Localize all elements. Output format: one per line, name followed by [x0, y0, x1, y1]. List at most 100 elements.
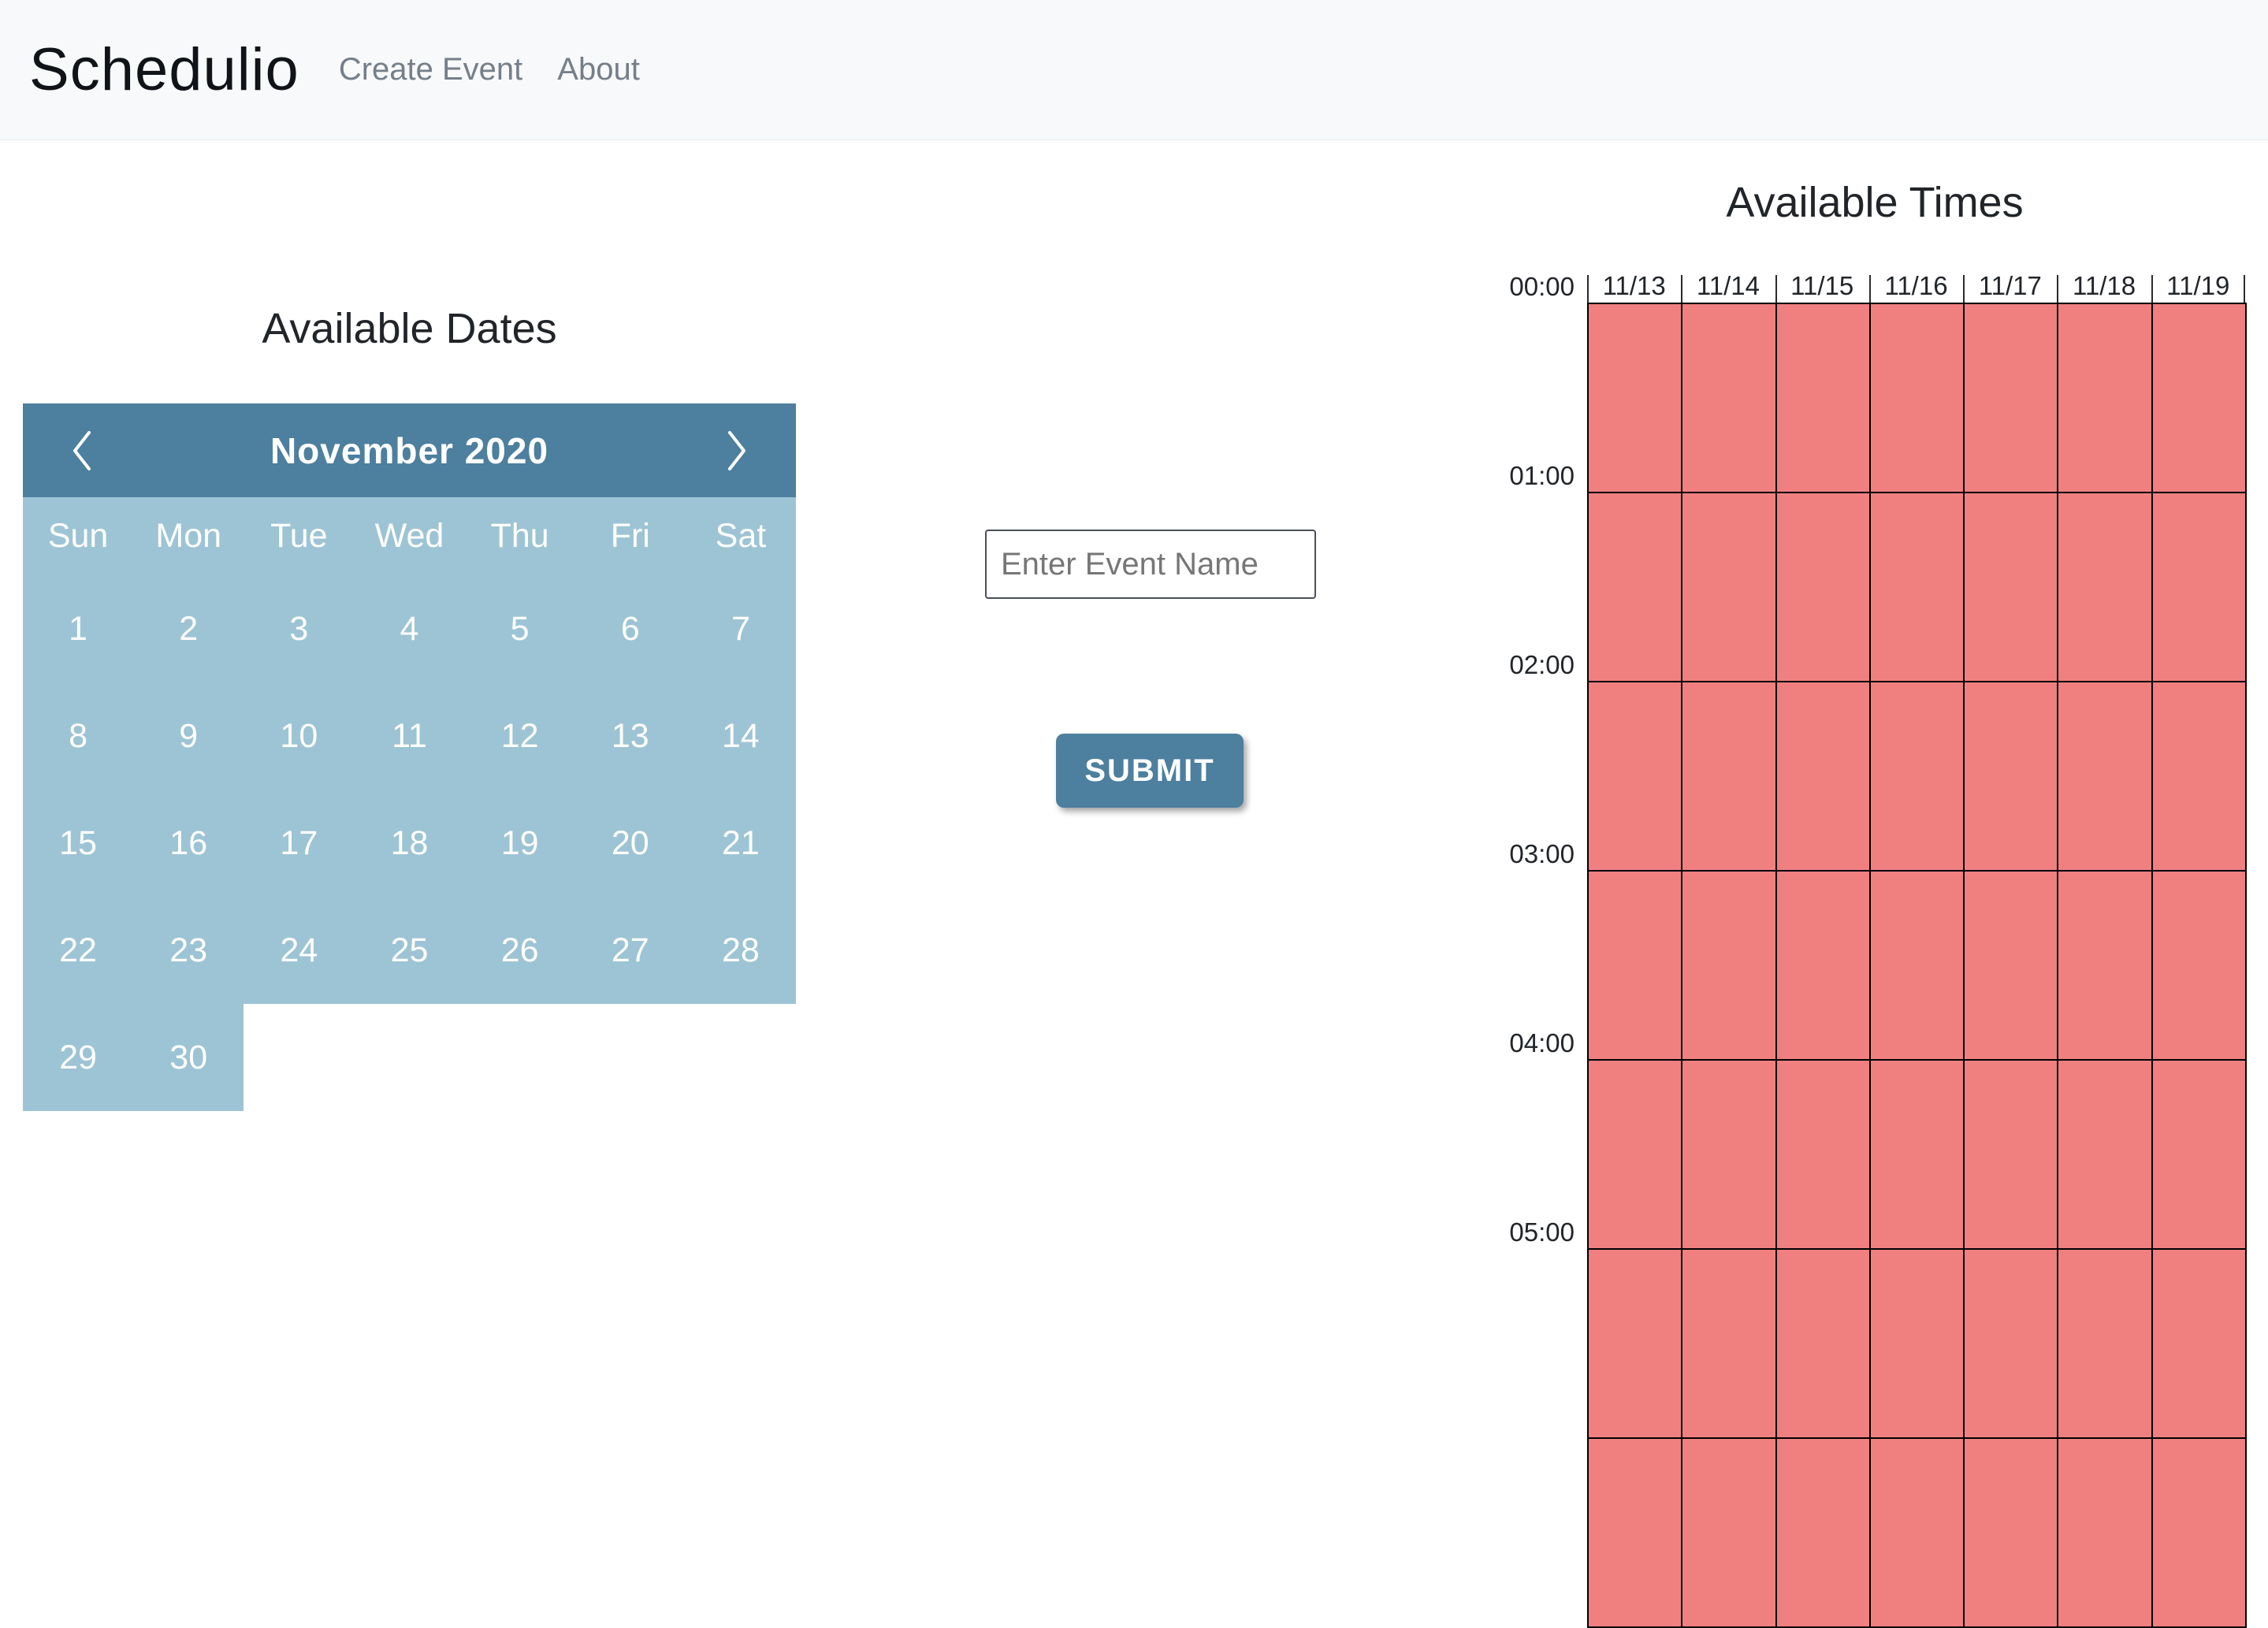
timeslot-cell[interactable] — [1965, 682, 2059, 872]
calendar-day[interactable]: 29 — [23, 1004, 134, 1111]
timeslot-cell[interactable] — [1870, 1061, 1965, 1250]
timegrid-date-label: 11/19 — [2166, 271, 2230, 300]
timeslot-cell[interactable] — [2058, 304, 2153, 493]
calendar-day[interactable]: 7 — [685, 575, 796, 682]
timeslot-cell[interactable] — [2058, 682, 2153, 872]
timeslot-cell[interactable] — [1870, 1439, 1965, 1628]
timeslot-cell[interactable] — [1965, 1439, 2059, 1628]
timegrid-time-labels: 00:00 01:00 02:00 03:00 04:00 05:00 — [1418, 272, 1575, 1292]
timeslot-cell[interactable] — [1682, 872, 1777, 1061]
calendar-day[interactable]: 23 — [133, 897, 244, 1004]
timeslot-cell[interactable] — [1870, 304, 1965, 493]
calendar-day[interactable]: 28 — [685, 897, 796, 1004]
timeslot-cell[interactable] — [1682, 304, 1777, 493]
timeslot-cell[interactable] — [1965, 304, 2059, 493]
calendar-month-label: November 2020 — [270, 429, 549, 471]
calendar-day[interactable]: 21 — [685, 790, 796, 897]
calendar-day[interactable]: 15 — [23, 790, 134, 897]
timeslot-cell[interactable] — [2152, 872, 2247, 1061]
timeslot-cell[interactable] — [2152, 1250, 2247, 1439]
timeslot-cell[interactable] — [2058, 1250, 2153, 1439]
calendar-weekday-row: Sun Mon Tue Wed Thu Fri Sat — [23, 497, 796, 575]
timeslot-cell[interactable] — [1589, 872, 1683, 1061]
timeslot-cell[interactable] — [1870, 872, 1965, 1061]
calendar-day[interactable]: 17 — [244, 790, 355, 897]
brand-logo[interactable]: Schedulio — [29, 36, 299, 103]
calendar-day[interactable]: 13 — [574, 682, 686, 790]
timeslot-cell[interactable] — [1965, 1061, 2059, 1250]
timegrid-tick — [1963, 275, 1965, 303]
timeslot-cell[interactable] — [1589, 1061, 1683, 1250]
timeslot-cell[interactable] — [1776, 682, 1871, 872]
timeslot-cell[interactable] — [1682, 1250, 1777, 1439]
timeslot-cell[interactable] — [1589, 1250, 1683, 1439]
nav-link-create-event[interactable]: Create Event — [338, 52, 523, 87]
calendar-day[interactable]: 3 — [244, 575, 355, 682]
timegrid-time-label: 03:00 — [1509, 839, 1575, 868]
timeslot-cell[interactable] — [1682, 1439, 1777, 1628]
navbar: Schedulio Create Event About — [0, 0, 2268, 140]
timeslot-cell[interactable] — [2058, 872, 2153, 1061]
calendar-day[interactable]: 14 — [685, 682, 796, 790]
timeslot-cell[interactable] — [1682, 493, 1777, 682]
calendar-day[interactable]: 5 — [464, 575, 575, 682]
calendar-day[interactable]: 10 — [244, 682, 355, 790]
chevron-right-icon[interactable] — [723, 428, 750, 474]
timeslot-cell[interactable] — [1776, 1250, 1871, 1439]
timeslot-cell[interactable] — [1776, 304, 1871, 493]
timeslot-cell[interactable] — [1965, 493, 2059, 682]
calendar-day[interactable]: 1 — [23, 575, 134, 682]
timeslot-cell[interactable] — [2058, 493, 2153, 682]
calendar-day[interactable]: 9 — [133, 682, 244, 790]
timeslot-cell[interactable] — [2058, 1061, 2153, 1250]
calendar-grid: 1 2 3 4 5 6 7 8 9 10 11 12 13 14 15 16 17 18 19 20 21 22 23 24 2… — [23, 575, 796, 1111]
timeslot-cell[interactable] — [1682, 682, 1777, 872]
calendar-day[interactable]: 24 — [244, 897, 355, 1004]
timeslot-cell[interactable] — [1589, 1439, 1683, 1628]
calendar-day[interactable]: 12 — [464, 682, 575, 790]
calendar-day[interactable]: 4 — [354, 575, 465, 682]
chevron-left-icon[interactable] — [69, 428, 95, 474]
timeslot-cell[interactable] — [2152, 1061, 2247, 1250]
timeslot-cell[interactable] — [1870, 493, 1965, 682]
timeslot-cell[interactable] — [2152, 682, 2247, 872]
timeslot-cell[interactable] — [2152, 1439, 2247, 1628]
timeslot-cell[interactable] — [1870, 1250, 1965, 1439]
timeslot-cell[interactable] — [1776, 1061, 1871, 1250]
timeslot-cell[interactable] — [1589, 493, 1683, 682]
calendar-day[interactable]: 16 — [133, 790, 244, 897]
timeslot-cell[interactable] — [2152, 493, 2247, 682]
timeslot-cell[interactable] — [1776, 872, 1871, 1061]
nav-link-about[interactable]: About — [557, 52, 640, 87]
calendar-day[interactable]: 27 — [574, 897, 686, 1004]
event-name-input[interactable] — [985, 530, 1316, 599]
calendar-header: November 2020 — [23, 403, 796, 497]
timegrid-date-label: 11/18 — [2072, 271, 2136, 300]
timeslot-cell[interactable] — [2058, 1439, 2153, 1628]
timeslot-cell[interactable] — [1965, 872, 2059, 1061]
calendar-day[interactable]: 19 — [464, 790, 575, 897]
calendar-day[interactable]: 26 — [464, 897, 575, 1004]
timeslot-cell[interactable] — [1589, 304, 1683, 493]
calendar-day[interactable]: 25 — [354, 897, 465, 1004]
timeslot-cell[interactable] — [1776, 493, 1871, 682]
calendar-empty-cell — [575, 1004, 686, 1111]
calendar-day[interactable]: 8 — [23, 682, 134, 790]
timegrid-header-ticks — [1587, 275, 2245, 303]
calendar-day[interactable]: 11 — [354, 682, 465, 790]
calendar-day[interactable]: 20 — [574, 790, 686, 897]
timeslot-cell[interactable] — [1965, 1250, 2059, 1439]
calendar-day[interactable]: 30 — [133, 1004, 244, 1111]
calendar-empty-cell — [686, 1004, 796, 1111]
timeslot-cell[interactable] — [1776, 1439, 1871, 1628]
timeslot-cell[interactable] — [1682, 1061, 1777, 1250]
timeslot-cell[interactable] — [1589, 682, 1683, 872]
calendar-day[interactable]: 22 — [23, 897, 134, 1004]
calendar-day[interactable]: 6 — [574, 575, 686, 682]
calendar-day[interactable]: 18 — [354, 790, 465, 897]
calendar-day[interactable]: 2 — [133, 575, 244, 682]
submit-button[interactable]: SUBMIT — [1056, 734, 1244, 808]
timeslot-cell[interactable] — [2152, 304, 2247, 493]
timeslot-cell[interactable] — [1870, 682, 1965, 872]
